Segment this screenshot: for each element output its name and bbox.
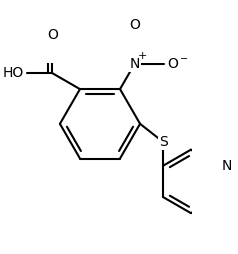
Text: O: O bbox=[47, 27, 58, 42]
Text: O$^-$: O$^-$ bbox=[167, 57, 189, 71]
Text: S: S bbox=[159, 135, 168, 149]
Text: HO: HO bbox=[3, 66, 24, 80]
Text: +: + bbox=[138, 51, 147, 61]
Text: O: O bbox=[129, 18, 140, 32]
Text: N: N bbox=[129, 57, 140, 71]
Text: N: N bbox=[222, 158, 232, 172]
